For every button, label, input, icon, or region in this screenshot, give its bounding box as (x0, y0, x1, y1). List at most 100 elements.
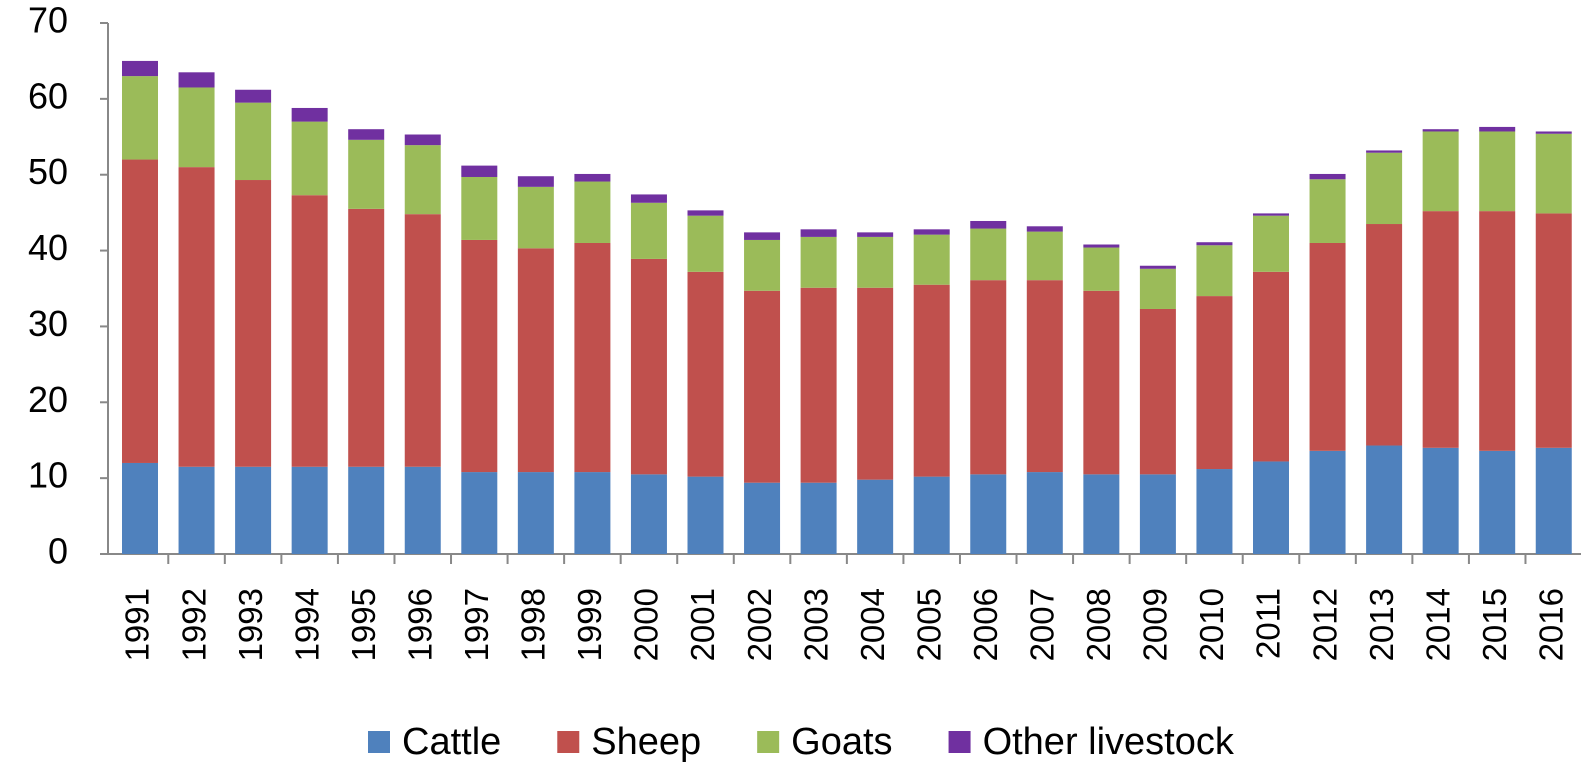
bar-segment (630, 258, 667, 475)
x-tick-label: 2004 (854, 588, 891, 661)
x-tick-label: 2013 (1363, 588, 1400, 661)
bar-segment (970, 280, 1007, 475)
bar-segment (404, 466, 441, 554)
bar-segment (574, 173, 611, 182)
bar-segment (1479, 211, 1516, 451)
bar-segment (970, 228, 1007, 281)
x-tick-label: 2003 (797, 588, 834, 661)
bar-segment (800, 482, 837, 554)
bar-segment (1309, 179, 1346, 243)
y-tick-label: 30 (28, 303, 68, 344)
x-tick-label: 1998 (515, 588, 552, 661)
bar-segment (1366, 152, 1403, 225)
bar-segment (517, 176, 554, 187)
bar-segment (178, 167, 215, 467)
bar-segment (122, 462, 158, 554)
x-tick-label: 2000 (628, 588, 665, 661)
x-tick-label: 2001 (684, 588, 721, 661)
x-tick-label: 2016 (1532, 588, 1569, 661)
legend-swatch (948, 731, 971, 753)
bar-segment (913, 234, 950, 285)
bar-segment (744, 290, 781, 483)
x-tick-label: 2011 (1250, 588, 1287, 659)
x-tick-label: 2008 (1080, 588, 1117, 661)
x-tick-label: 2012 (1306, 588, 1343, 661)
legend-label: Goats (791, 721, 892, 763)
x-tick-label: 1996 (401, 588, 438, 661)
bar-segment (404, 134, 441, 146)
legend-label: Sheep (591, 721, 701, 763)
bar-segment (1026, 226, 1063, 232)
y-tick-label: 50 (28, 151, 68, 192)
x-tick-label: 2014 (1419, 588, 1456, 661)
bar-segment (461, 176, 498, 240)
bar-segment (800, 236, 837, 288)
x-tick-label: 2010 (1193, 588, 1230, 661)
bar-segment (291, 195, 328, 467)
bar-segment (687, 210, 724, 216)
bar-segment (235, 466, 272, 554)
bar-segment (687, 271, 724, 477)
bar-segment (913, 229, 950, 235)
bar-segment (744, 482, 781, 554)
bar-segment (687, 476, 724, 554)
bar-segment (744, 232, 781, 240)
x-tick-label: 1995 (345, 588, 382, 661)
bar-segment (857, 236, 894, 288)
bar-segment (291, 121, 328, 196)
bar-segment (122, 159, 158, 463)
bar-segment (1535, 131, 1572, 134)
bar-segment (1535, 447, 1572, 554)
bar-segment (970, 220, 1007, 229)
bar-segment (178, 87, 215, 168)
x-tick-label: 2005 (910, 588, 947, 661)
legend-swatch (368, 731, 390, 753)
bar-segment (1196, 242, 1233, 246)
bar-segment (1253, 213, 1289, 216)
y-tick-label: 0 (48, 531, 68, 572)
x-tick-label: 2002 (741, 588, 778, 661)
bar-segment (1139, 265, 1176, 269)
bar-segment (178, 466, 215, 554)
bar-segment (348, 208, 385, 467)
y-tick-label: 10 (28, 455, 68, 496)
bar-segment (122, 76, 158, 160)
y-tick-label: 20 (28, 379, 68, 420)
bar-segment (1422, 131, 1459, 212)
bar-segment (1309, 242, 1346, 451)
bar-segment (1083, 474, 1120, 554)
bar-segment (291, 466, 328, 554)
bar-segment (1535, 213, 1572, 448)
bar-segment (857, 287, 894, 480)
bar-segment (744, 239, 781, 291)
bar-segment (1309, 173, 1346, 180)
bar-segment (1026, 231, 1063, 281)
bar-segment (1083, 290, 1120, 475)
legend-label: Other livestock (983, 721, 1235, 763)
bar-segment (630, 194, 667, 203)
x-tick-label: 2009 (1137, 588, 1174, 661)
bar-segment (404, 214, 441, 467)
legend-swatch (757, 731, 780, 753)
bar-segment (1309, 450, 1346, 554)
bar-segment (461, 472, 498, 554)
bar-segment (461, 165, 498, 177)
bar-segment (1026, 472, 1063, 554)
bar-segment (1366, 150, 1403, 153)
bar-segment (1479, 450, 1516, 554)
x-tick-label: 1999 (571, 588, 608, 661)
x-tick-label: 1997 (458, 588, 495, 661)
x-tick-label: 1993 (232, 588, 269, 661)
bar-segment (857, 232, 894, 237)
bar-segment (1196, 245, 1233, 297)
x-tick-label: 1992 (175, 588, 212, 661)
x-tick-label: 1994 (288, 588, 325, 661)
x-tick-label: 1991 (119, 588, 156, 661)
bar-segment (291, 107, 328, 122)
bar-segment (1422, 129, 1459, 132)
bar-segment (574, 472, 611, 554)
bar-segment (1196, 296, 1233, 470)
bar-segment (348, 129, 385, 140)
bar-segment (122, 60, 158, 77)
bar-segment (1479, 126, 1516, 132)
